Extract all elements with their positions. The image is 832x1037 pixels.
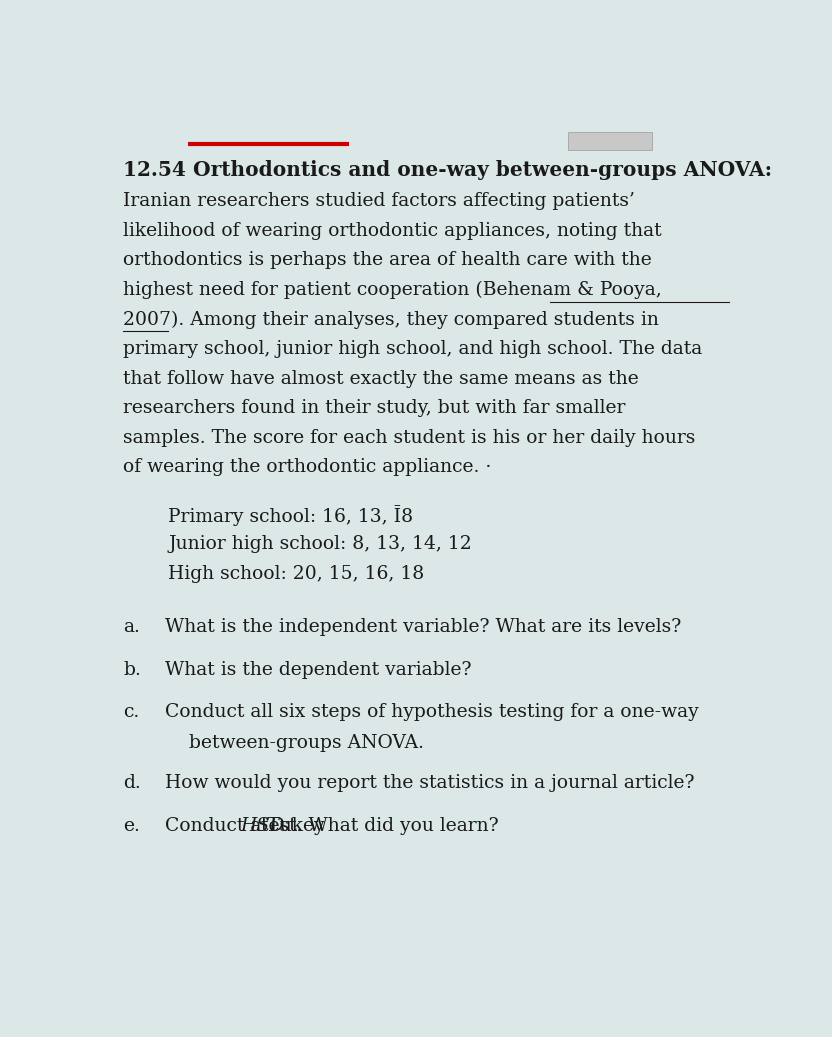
Text: researchers found in their study, but with far smaller: researchers found in their study, but wi…: [123, 399, 626, 417]
Text: 2007). Among their analyses, they compared students in: 2007). Among their analyses, they compar…: [123, 310, 659, 329]
Text: b.: b.: [123, 661, 141, 678]
Text: samples. The score for each student is his or her daily hours: samples. The score for each student is h…: [123, 428, 696, 447]
Text: Conduct a Tukey: Conduct a Tukey: [166, 817, 331, 835]
Text: of wearing the orthodontic appliance. ·: of wearing the orthodontic appliance. ·: [123, 458, 492, 476]
Text: Conduct all six steps of hypothesis testing for a one-way: Conduct all six steps of hypothesis test…: [166, 703, 699, 722]
Text: a.: a.: [123, 618, 141, 636]
Text: 12.54 Orthodontics and one-way between-groups ANOVA:: 12.54 Orthodontics and one-way between-g…: [123, 161, 772, 180]
Text: primary school, junior high school, and high school. The data: primary school, junior high school, and …: [123, 340, 702, 358]
Text: d.: d.: [123, 775, 141, 792]
Text: Junior high school: 8, 13, 14, 12: Junior high school: 8, 13, 14, 12: [169, 535, 473, 553]
Text: test. What did you learn?: test. What did you learn?: [255, 817, 498, 835]
Text: How would you report the statistics in a journal article?: How would you report the statistics in a…: [166, 775, 695, 792]
Text: High school: 20, 15, 16, 18: High school: 20, 15, 16, 18: [169, 564, 424, 583]
Text: HSD: HSD: [240, 817, 285, 835]
Text: likelihood of wearing orthodontic appliances, noting that: likelihood of wearing orthodontic applia…: [123, 222, 662, 240]
FancyBboxPatch shape: [568, 133, 652, 150]
Text: Primary school: 16, 13, Ī8: Primary school: 16, 13, Ī8: [169, 505, 414, 527]
Text: What is the dependent variable?: What is the dependent variable?: [166, 661, 472, 678]
Text: e.: e.: [123, 817, 141, 835]
Text: that follow have almost exactly the same means as the: that follow have almost exactly the same…: [123, 369, 639, 388]
Text: What is the independent variable? What are its levels?: What is the independent variable? What a…: [166, 618, 681, 636]
Text: highest need for patient cooperation (Behenam & Pooya,: highest need for patient cooperation (Be…: [123, 281, 662, 299]
Text: orthodontics is perhaps the area of health care with the: orthodontics is perhaps the area of heal…: [123, 251, 652, 270]
Text: c.: c.: [123, 703, 140, 722]
Text: between-groups ANOVA.: between-groups ANOVA.: [166, 734, 424, 753]
Text: Iranian researchers studied factors affecting patients’: Iranian researchers studied factors affe…: [123, 192, 635, 211]
